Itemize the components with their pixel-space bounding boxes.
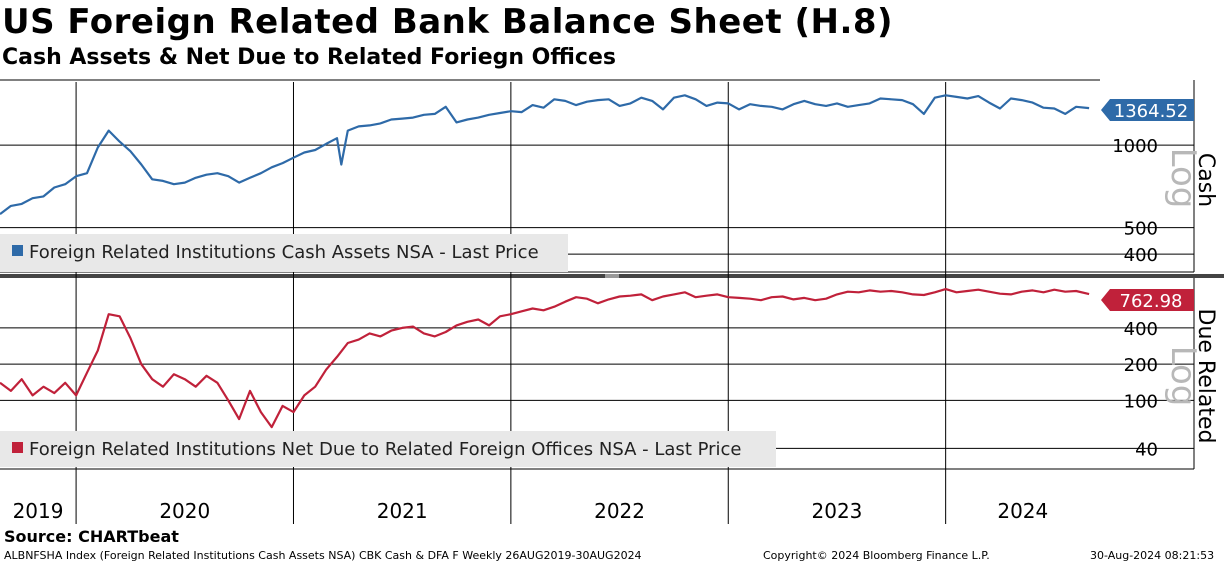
y-tick-label-400: 400 bbox=[1124, 245, 1158, 266]
y-tick-label-1000: 1000 bbox=[1112, 136, 1158, 157]
x-tick-label-2020: 2020 bbox=[159, 499, 210, 523]
x-tick-label-2023: 2023 bbox=[812, 499, 863, 523]
x-tick-label-2019: 2019 bbox=[13, 499, 64, 523]
due-y-ticks: 40 100 200 400 bbox=[1124, 319, 1158, 460]
y-tick-label-100: 100 bbox=[1124, 391, 1158, 412]
due-legend-label: Foreign Related Institutions Net Due to … bbox=[29, 439, 742, 460]
due-last-value-badge: 762.98 bbox=[1101, 289, 1194, 312]
y-tick-label-500: 500 bbox=[1124, 219, 1158, 240]
due-gridlines bbox=[0, 327, 1194, 449]
y-tick-label-400: 400 bbox=[1124, 319, 1158, 340]
cash-last-value-badge: 1364.52 bbox=[1101, 99, 1194, 122]
source-note: Source: CHARTbeat bbox=[4, 527, 179, 546]
timestamp: 30-Aug-2024 08:21:53 bbox=[1090, 549, 1215, 562]
y-tick-label-40: 40 bbox=[1135, 439, 1158, 460]
cash-legend-swatch bbox=[12, 245, 23, 256]
chart-subtitle: Cash Assets & Net Due to Related Foriegn… bbox=[2, 45, 616, 70]
cash-legend[interactable]: Foreign Related Institutions Cash Assets… bbox=[0, 234, 568, 272]
index-info: ALBNFSHA Index (Foreign Related Institut… bbox=[4, 549, 642, 562]
cash-last-value-label: 1364.52 bbox=[1114, 101, 1188, 122]
due-axis-title: Due Related bbox=[1193, 309, 1218, 444]
x-tick-label-2022: 2022 bbox=[594, 499, 645, 523]
chart-title: US Foreign Related Bank Balance Sheet (H… bbox=[2, 2, 894, 42]
copyright: Copyright© 2024 Bloomberg Finance L.P. bbox=[763, 549, 990, 562]
cash-y-ticks: 400 500 1000 bbox=[1112, 136, 1158, 266]
due-legend[interactable]: Foreign Related Institutions Net Due to … bbox=[0, 431, 776, 467]
x-axis-labels: 2019 2020 2021 2022 2023 2024 bbox=[13, 499, 1049, 523]
panel-splitter-handle[interactable] bbox=[605, 274, 619, 278]
cash-axis-title: Cash bbox=[1193, 153, 1218, 207]
due-last-value-label: 762.98 bbox=[1120, 291, 1183, 312]
due-scale-watermark: Log bbox=[1163, 346, 1203, 407]
due-series-line bbox=[0, 288, 1090, 429]
cash-series-line bbox=[0, 94, 1090, 215]
y-tick-label-200: 200 bbox=[1124, 355, 1158, 376]
x-tick-label-2021: 2021 bbox=[377, 499, 428, 523]
due-legend-swatch bbox=[12, 442, 23, 453]
cash-legend-label: Foreign Related Institutions Cash Assets… bbox=[29, 242, 539, 263]
x-tick-label-2024: 2024 bbox=[997, 499, 1048, 523]
cash-scale-watermark: Log bbox=[1163, 148, 1203, 209]
